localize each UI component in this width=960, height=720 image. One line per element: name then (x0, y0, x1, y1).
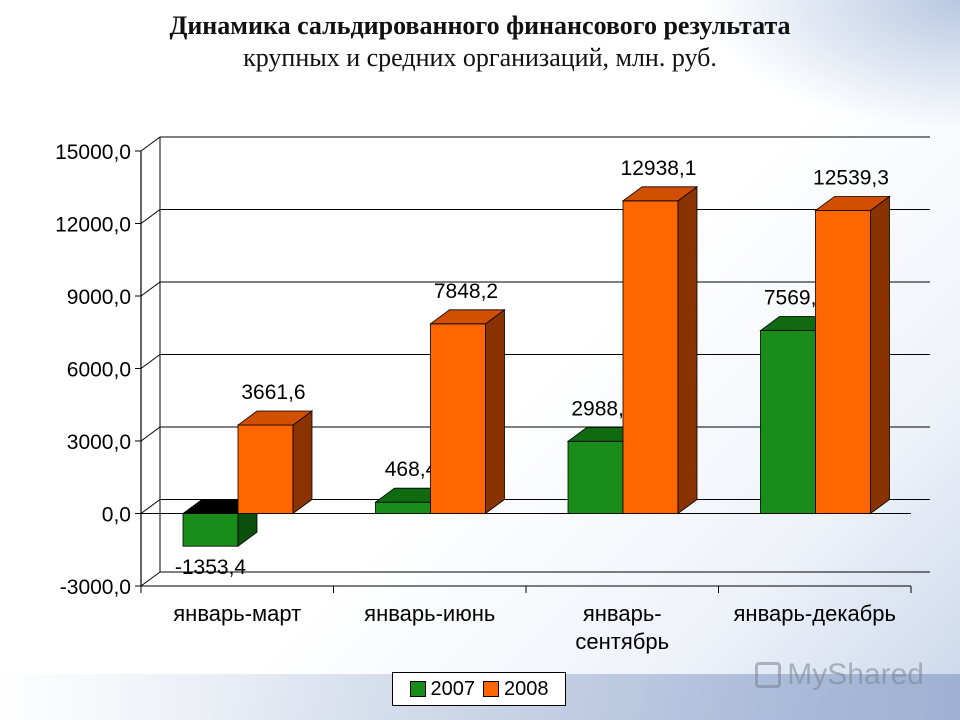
y-tick-label: 0,0 (102, 504, 131, 527)
chart-title: Динамика сальдированного финансового рез… (169, 11, 791, 40)
data-label: 2988,1 (571, 397, 635, 420)
data-label: 7569,4 (764, 287, 829, 310)
x-tick-label: январь- (583, 601, 662, 626)
bar-side (485, 309, 505, 515)
bar-side (870, 195, 890, 515)
data-label: -1353,4 (175, 556, 247, 579)
x-tick-label: сентябрь (575, 629, 669, 654)
y-tick-label: 12000,0 (55, 214, 131, 237)
chart-subtitle: крупных и средних организаций, млн. руб. (243, 43, 717, 72)
watermark: MyShared (755, 658, 924, 692)
gridline-depth (140, 354, 161, 369)
watermark-logo-icon (755, 662, 782, 688)
bar (567, 440, 624, 514)
x-tick-label: январь-декабрь (734, 601, 896, 626)
data-label: 7848,2 (434, 280, 498, 303)
bar-top (236, 410, 314, 426)
data-label: 468,4 (385, 458, 438, 481)
bar (375, 501, 431, 514)
legend-label-2007: 2007 (430, 677, 476, 700)
gridline-depth (140, 571, 161, 587)
y-tick-label: -3000,0 (60, 576, 131, 599)
data-label: 12539,3 (813, 166, 889, 189)
watermark-text: MyShared (787, 658, 924, 691)
bar (760, 330, 816, 514)
bar (622, 200, 679, 514)
y-tick-label: 6000,0 (67, 359, 131, 382)
x-tick-label: январь-июнь (364, 601, 495, 626)
legend-label-2008: 2008 (504, 677, 549, 700)
legend-item-2007: 2007 (409, 677, 476, 701)
bar-top (814, 196, 891, 211)
bar (182, 513, 239, 547)
bar-top (621, 186, 699, 202)
gridline-depth (140, 499, 161, 514)
legend: 2007 2008 (392, 672, 566, 706)
data-label: 3661,6 (241, 381, 305, 404)
legend-swatch-2007 (409, 681, 426, 697)
bar-top (429, 309, 506, 325)
bar (430, 323, 486, 514)
decorative-corner (700, 0, 960, 130)
bar-side (677, 186, 698, 515)
gridline-depth (140, 281, 161, 297)
gridline-depth (140, 426, 161, 442)
y-tick-label: 3000,0 (67, 431, 131, 454)
x-tick-label: январь-март (173, 601, 301, 626)
bar-side (292, 410, 313, 515)
y-tick-label: 9000,0 (67, 286, 131, 309)
bar (237, 424, 294, 514)
title-block: Динамика сальдированного финансового рез… (0, 10, 960, 74)
data-label: 12938,1 (621, 157, 697, 180)
legend-swatch-2008 (483, 681, 499, 697)
y-tick-label: 15000,0 (55, 141, 131, 164)
bar (815, 210, 871, 514)
legend-item-2008: 2008 (483, 678, 549, 701)
gridline-depth (140, 209, 161, 224)
gridline-depth (140, 136, 161, 152)
